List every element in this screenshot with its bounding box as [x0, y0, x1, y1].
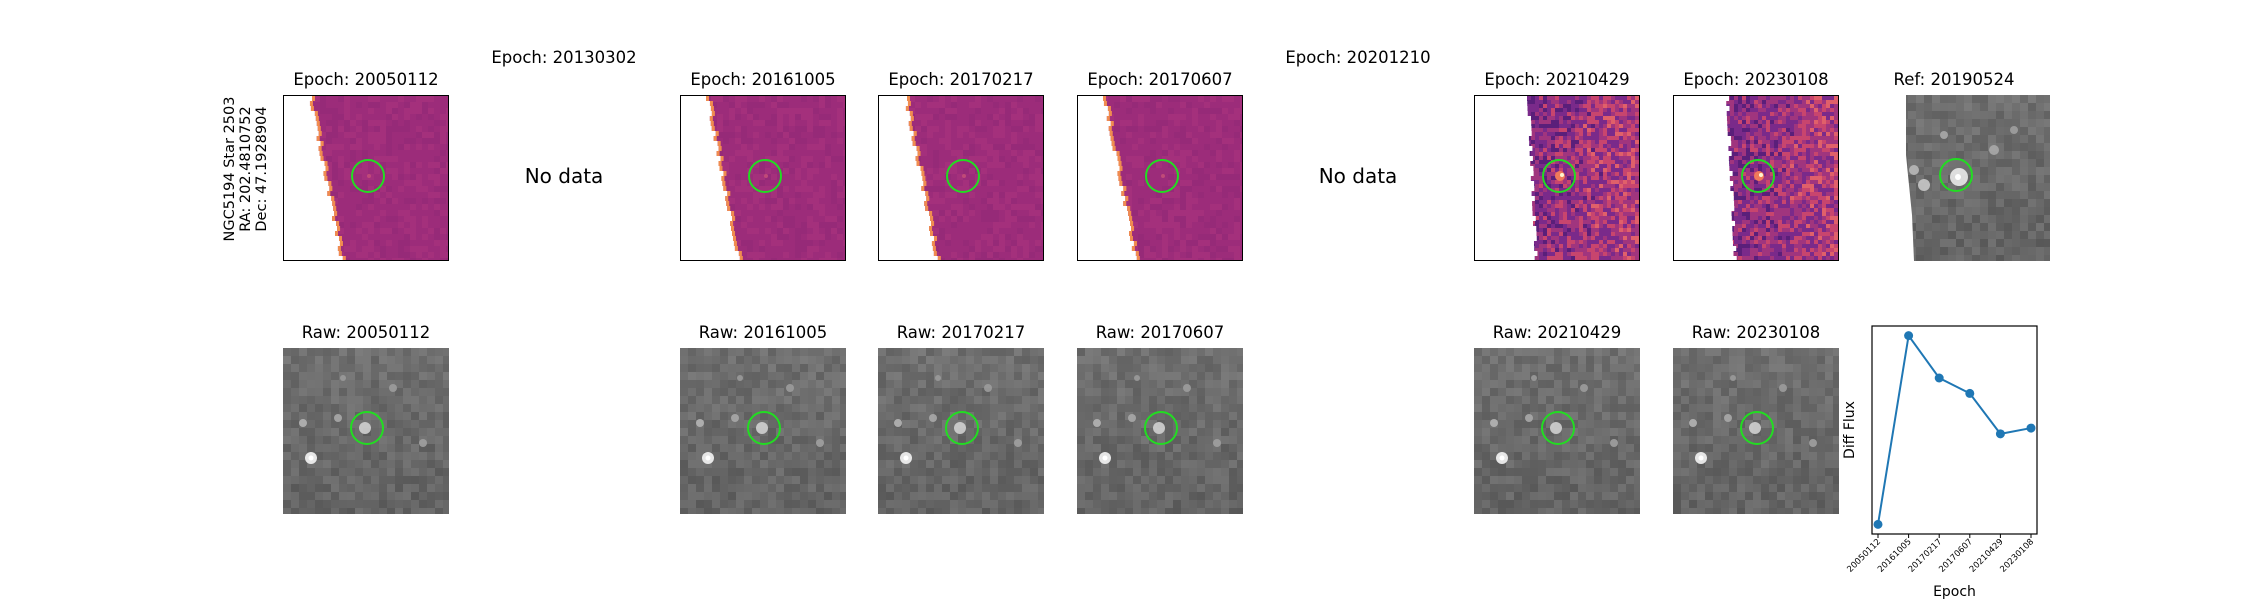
target-circle [748, 159, 782, 193]
top-title-2: Epoch: 20130302 [491, 48, 637, 67]
data-point-20170217 [1934, 373, 1944, 383]
top-title-3: Epoch: 20161005 [690, 70, 836, 89]
no-data-label-1: No data [524, 164, 604, 188]
data-point-20161005 [1904, 331, 1914, 341]
diff-panel-3 [680, 95, 846, 261]
data-point-20170607 [1965, 388, 1975, 398]
top-title-9: Ref: 20190524 [1893, 70, 2015, 89]
top-title-4: Epoch: 20170217 [888, 70, 1034, 89]
diff-panel-7 [1474, 95, 1640, 261]
target-circle [1741, 159, 1775, 193]
ref-panel [1884, 95, 2050, 261]
data-point-20210429 [1995, 429, 2005, 439]
diff-flux-chart: 2005011220161005201702172017060720210429… [1842, 325, 2038, 600]
raw-title-1: Raw: 20050112 [301, 323, 431, 342]
star-label: NGC5194 Star 2503 RA: 202.4810752 Dec: 4… [222, 89, 270, 249]
raw-panel-5 [1474, 348, 1640, 514]
diff-panel-1 [283, 95, 449, 261]
top-title-6: Epoch: 20201210 [1285, 48, 1431, 67]
raw-title-2: Raw: 20161005 [698, 323, 828, 342]
diff-panel-5 [1077, 95, 1243, 261]
raw-title-4: Raw: 20170607 [1095, 323, 1225, 342]
star-ra: RA: 202.4810752 [238, 106, 254, 232]
raw-panel-4 [1077, 348, 1243, 514]
raw-panel-3 [878, 348, 1044, 514]
target-circle [1144, 411, 1178, 445]
target-circle [1542, 159, 1576, 193]
chart-ylabel: Diff Flux [1842, 401, 1858, 459]
star-dec: Dec: 47.1928904 [254, 106, 270, 232]
top-title-1: Epoch: 20050112 [293, 70, 439, 89]
diff-panel-4 [878, 95, 1044, 261]
raw-panel-1 [283, 348, 449, 514]
chart-xlabel: Epoch [1933, 584, 1976, 600]
raw-title-3: Raw: 20170217 [896, 323, 1026, 342]
chart-frame [1871, 325, 2038, 535]
diff-panel-8 [1673, 95, 1839, 261]
target-circle [945, 411, 979, 445]
top-title-8: Epoch: 20230108 [1683, 70, 1829, 89]
raw-panel-2 [680, 348, 846, 514]
target-circle [351, 159, 385, 193]
data-point-20230108 [2026, 423, 2036, 433]
raw-title-6: Raw: 20230108 [1691, 323, 1821, 342]
top-title-5: Epoch: 20170607 [1087, 70, 1233, 89]
target-circle [350, 411, 384, 445]
diff-flux-line [1877, 333, 2032, 525]
star-name: NGC5194 Star 2503 [222, 96, 238, 242]
raw-title-5: Raw: 20210429 [1492, 323, 1622, 342]
no-data-label-2: No data [1318, 164, 1398, 188]
target-circle [747, 411, 781, 445]
target-circle [1939, 158, 1973, 192]
target-circle [1740, 411, 1774, 445]
raw-panel-6 [1673, 348, 1839, 514]
target-circle [1541, 411, 1575, 445]
data-point-20050112 [1873, 519, 1883, 529]
target-circle [1145, 159, 1179, 193]
top-title-7: Epoch: 20210429 [1484, 70, 1630, 89]
target-circle [946, 159, 980, 193]
